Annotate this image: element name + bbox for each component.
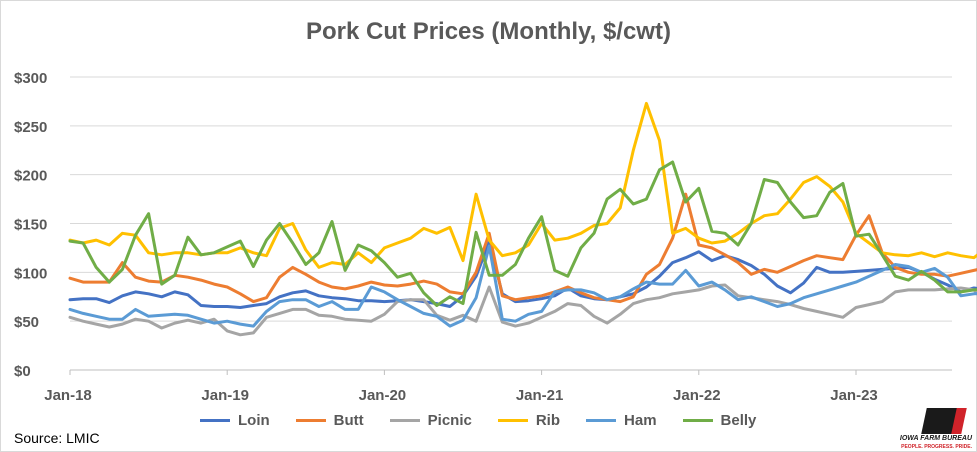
legend-item-picnic: Picnic bbox=[389, 411, 472, 429]
legend: Loin Butt Picnic Rib Ham Belly bbox=[200, 410, 782, 430]
series-line-rib bbox=[68, 101, 977, 269]
series-line-ham bbox=[68, 244, 977, 328]
logo-name: IOWA FARM BUREAU bbox=[899, 435, 972, 442]
series-line-belly bbox=[68, 160, 977, 307]
legend-label: Belly bbox=[720, 411, 757, 429]
series-lines bbox=[68, 101, 977, 337]
legend-swatch bbox=[389, 418, 420, 422]
y-tick-label: $200 bbox=[14, 168, 47, 185]
legend-item-rib: Rib bbox=[497, 411, 561, 429]
legend-item-ham: Ham bbox=[586, 412, 657, 429]
y-tick-label: $0 bbox=[14, 363, 31, 380]
y-tick-label: $300 bbox=[14, 70, 47, 87]
legend-swatch bbox=[682, 418, 713, 422]
legend-item-loin: Loin bbox=[200, 412, 270, 429]
source-note: Source: LMIC bbox=[14, 430, 100, 446]
series-line-picnic bbox=[68, 283, 977, 337]
legend-label: Butt bbox=[333, 411, 364, 429]
logo-tagline: PEOPLE. PROGRESS. PRIDE. bbox=[901, 444, 972, 450]
legend-item-belly: Belly bbox=[682, 411, 757, 429]
legend-item-butt: Butt bbox=[295, 411, 364, 429]
series-line-butt bbox=[68, 192, 977, 304]
legend-label: Rib bbox=[535, 411, 561, 429]
chart-title: Pork Cut Prices (Monthly, $/cwt) bbox=[306, 18, 671, 45]
x-axis: Jan-18 Jan-19 Jan-20 Jan-21 Jan-22 Jan-23 bbox=[44, 370, 878, 404]
y-tick-label: $150 bbox=[14, 217, 47, 234]
legend-swatch bbox=[586, 418, 617, 422]
legend-label: Loin bbox=[238, 411, 270, 429]
legend-label: Picnic bbox=[427, 411, 472, 429]
x-tick-label: Jan-18 bbox=[44, 387, 92, 404]
x-tick-label: Jan-20 bbox=[359, 387, 407, 404]
y-tick-label: $100 bbox=[14, 265, 47, 282]
legend-swatch bbox=[200, 418, 230, 422]
x-tick-label: Jan-19 bbox=[201, 387, 249, 404]
legend-swatch bbox=[497, 418, 528, 422]
farm-bureau-logo: IOWA FARM BUREAU PEOPLE. PROGRESS. PRIDE… bbox=[880, 408, 972, 450]
y-tick-label: $250 bbox=[14, 119, 47, 136]
x-tick-label: Jan-23 bbox=[830, 387, 878, 404]
x-tick-label: Jan-21 bbox=[516, 387, 564, 404]
y-axis-tick-labels: $0 $50 $100 $150 $200 $250 $300 bbox=[14, 70, 47, 380]
legend-swatch bbox=[295, 418, 326, 422]
x-tick-label: Jan-22 bbox=[673, 387, 721, 404]
y-tick-label: $50 bbox=[14, 314, 39, 331]
legend-label: Ham bbox=[624, 411, 657, 429]
